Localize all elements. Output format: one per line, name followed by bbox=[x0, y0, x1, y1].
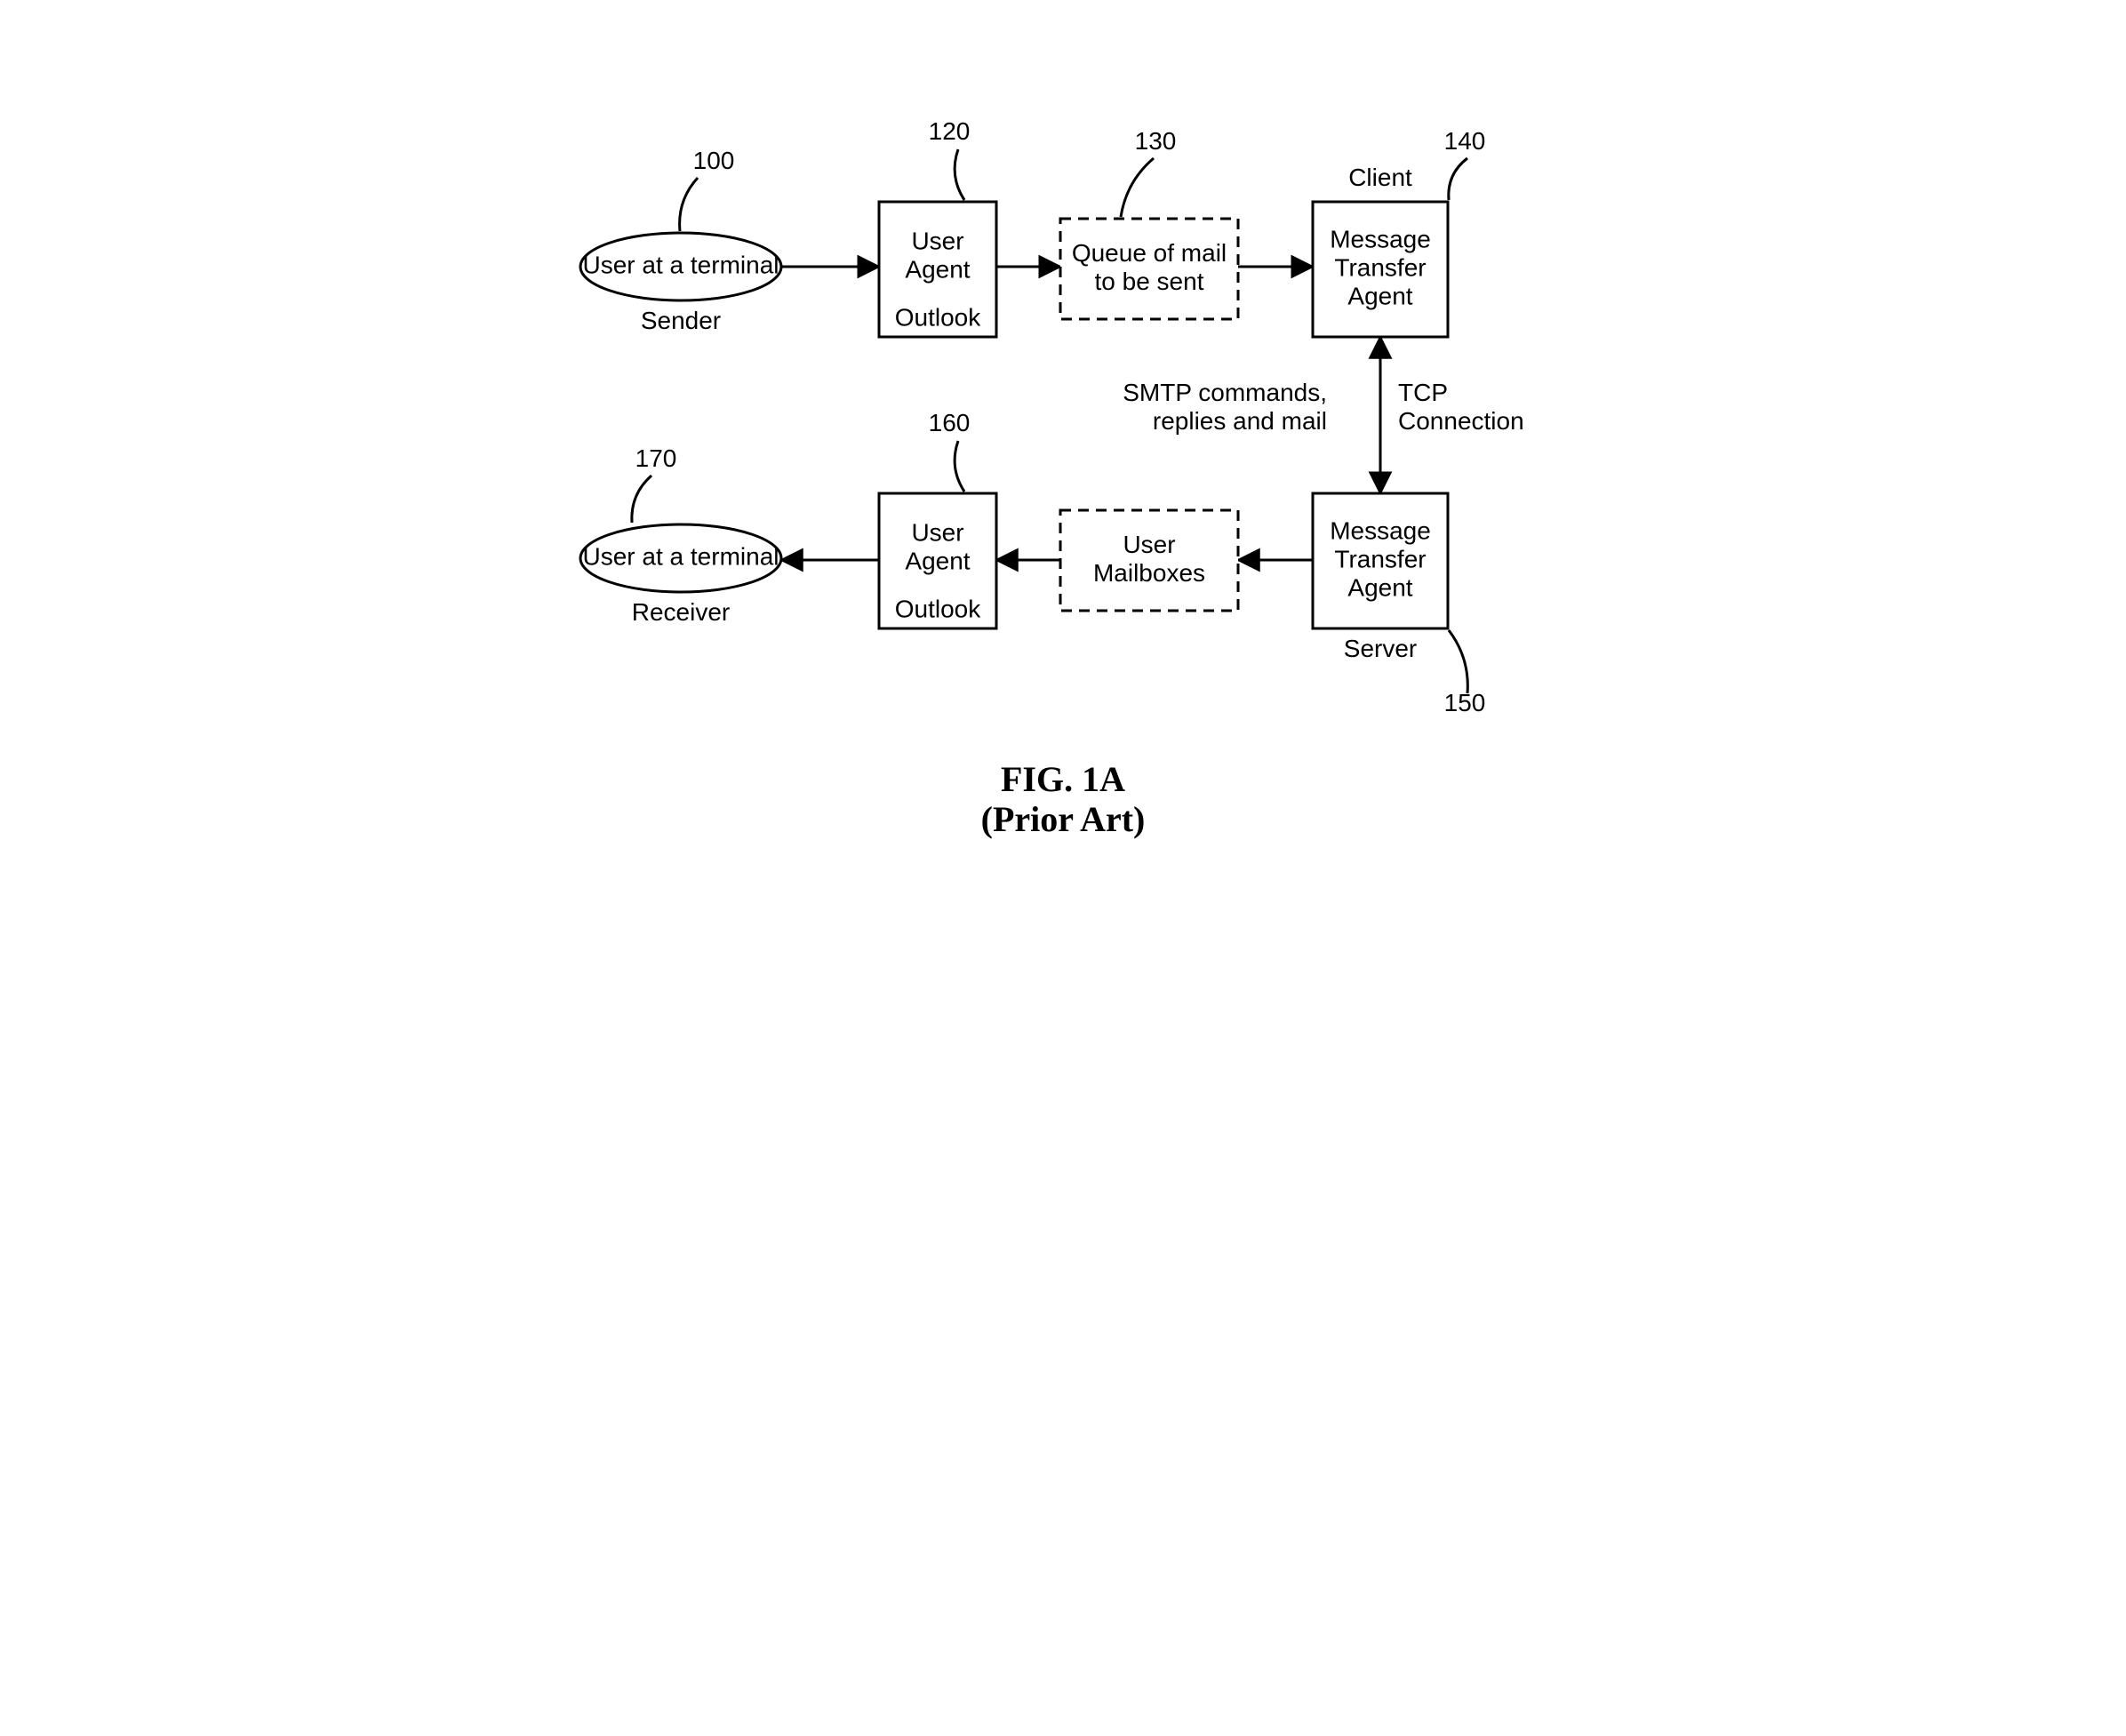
node-n100: User at a terminal Sender bbox=[580, 233, 781, 334]
node-n140: MessageTransferAgent Client bbox=[1313, 164, 1448, 337]
node-label: Mailboxes bbox=[1093, 559, 1205, 587]
node-label: Agent bbox=[1347, 573, 1412, 601]
node-label: Agent bbox=[1347, 282, 1412, 309]
node-label: Agent bbox=[905, 547, 970, 574]
node-n170: User at a terminal Receiver bbox=[580, 524, 781, 626]
node-label: Queue of mail bbox=[1072, 239, 1227, 267]
ref-lead-170 bbox=[632, 476, 651, 523]
diagram-canvas: TCPConnection SMTP commands,replies and m… bbox=[532, 0, 1594, 868]
node-above-label: Client bbox=[1348, 164, 1412, 191]
node-label: Transfer bbox=[1334, 545, 1426, 572]
ref-label-170: 170 bbox=[635, 444, 677, 472]
node-label: Agent bbox=[905, 255, 970, 283]
edge-label-right: Connection bbox=[1398, 407, 1524, 435]
ref-label-150: 150 bbox=[1444, 689, 1486, 716]
node-sublabel: Outlook bbox=[895, 595, 981, 622]
node-label: Message bbox=[1330, 225, 1431, 252]
ref-lead-150 bbox=[1449, 630, 1467, 693]
ref-lead-120 bbox=[955, 149, 964, 200]
edge-label-right: TCP bbox=[1398, 379, 1448, 406]
edge-label-left: replies and mail bbox=[1153, 407, 1327, 435]
ref-lead-130 bbox=[1121, 158, 1154, 217]
ref-lead-160 bbox=[955, 441, 964, 492]
node-below-label: Server bbox=[1344, 635, 1417, 662]
ref-lead-100 bbox=[680, 178, 698, 231]
node-mailboxes: UserMailboxes bbox=[1060, 510, 1238, 611]
figure-caption-line2: (Prior Art) bbox=[981, 799, 1146, 839]
node-label: User bbox=[911, 227, 963, 254]
node-n150: MessageTransferAgent Server bbox=[1313, 493, 1448, 662]
ref-lead-140 bbox=[1449, 158, 1467, 200]
node-label: Transfer bbox=[1334, 253, 1426, 281]
ref-label-140: 140 bbox=[1444, 127, 1486, 155]
node-label: User bbox=[1123, 531, 1175, 558]
node-n160: UserAgent Outlook bbox=[879, 493, 996, 628]
node-below-label: Sender bbox=[641, 307, 721, 334]
node-below-label: Receiver bbox=[632, 598, 730, 626]
ref-label-100: 100 bbox=[693, 147, 735, 174]
edge-label-left: SMTP commands, bbox=[1123, 379, 1327, 406]
ref-label-160: 160 bbox=[929, 409, 971, 436]
node-n120: UserAgent Outlook bbox=[879, 202, 996, 337]
figure-caption-line1: FIG. 1A bbox=[1001, 759, 1125, 799]
ref-label-130: 130 bbox=[1135, 127, 1177, 155]
node-label: User at a terminal bbox=[583, 251, 779, 278]
ref-label-120: 120 bbox=[929, 117, 971, 145]
node-sublabel: Outlook bbox=[895, 303, 981, 331]
node-label: User at a terminal bbox=[583, 542, 779, 570]
node-label: to be sent bbox=[1095, 268, 1204, 295]
node-n130: Queue of mailto be sent bbox=[1060, 219, 1238, 319]
node-label: User bbox=[911, 518, 963, 546]
node-label: Message bbox=[1330, 516, 1431, 544]
